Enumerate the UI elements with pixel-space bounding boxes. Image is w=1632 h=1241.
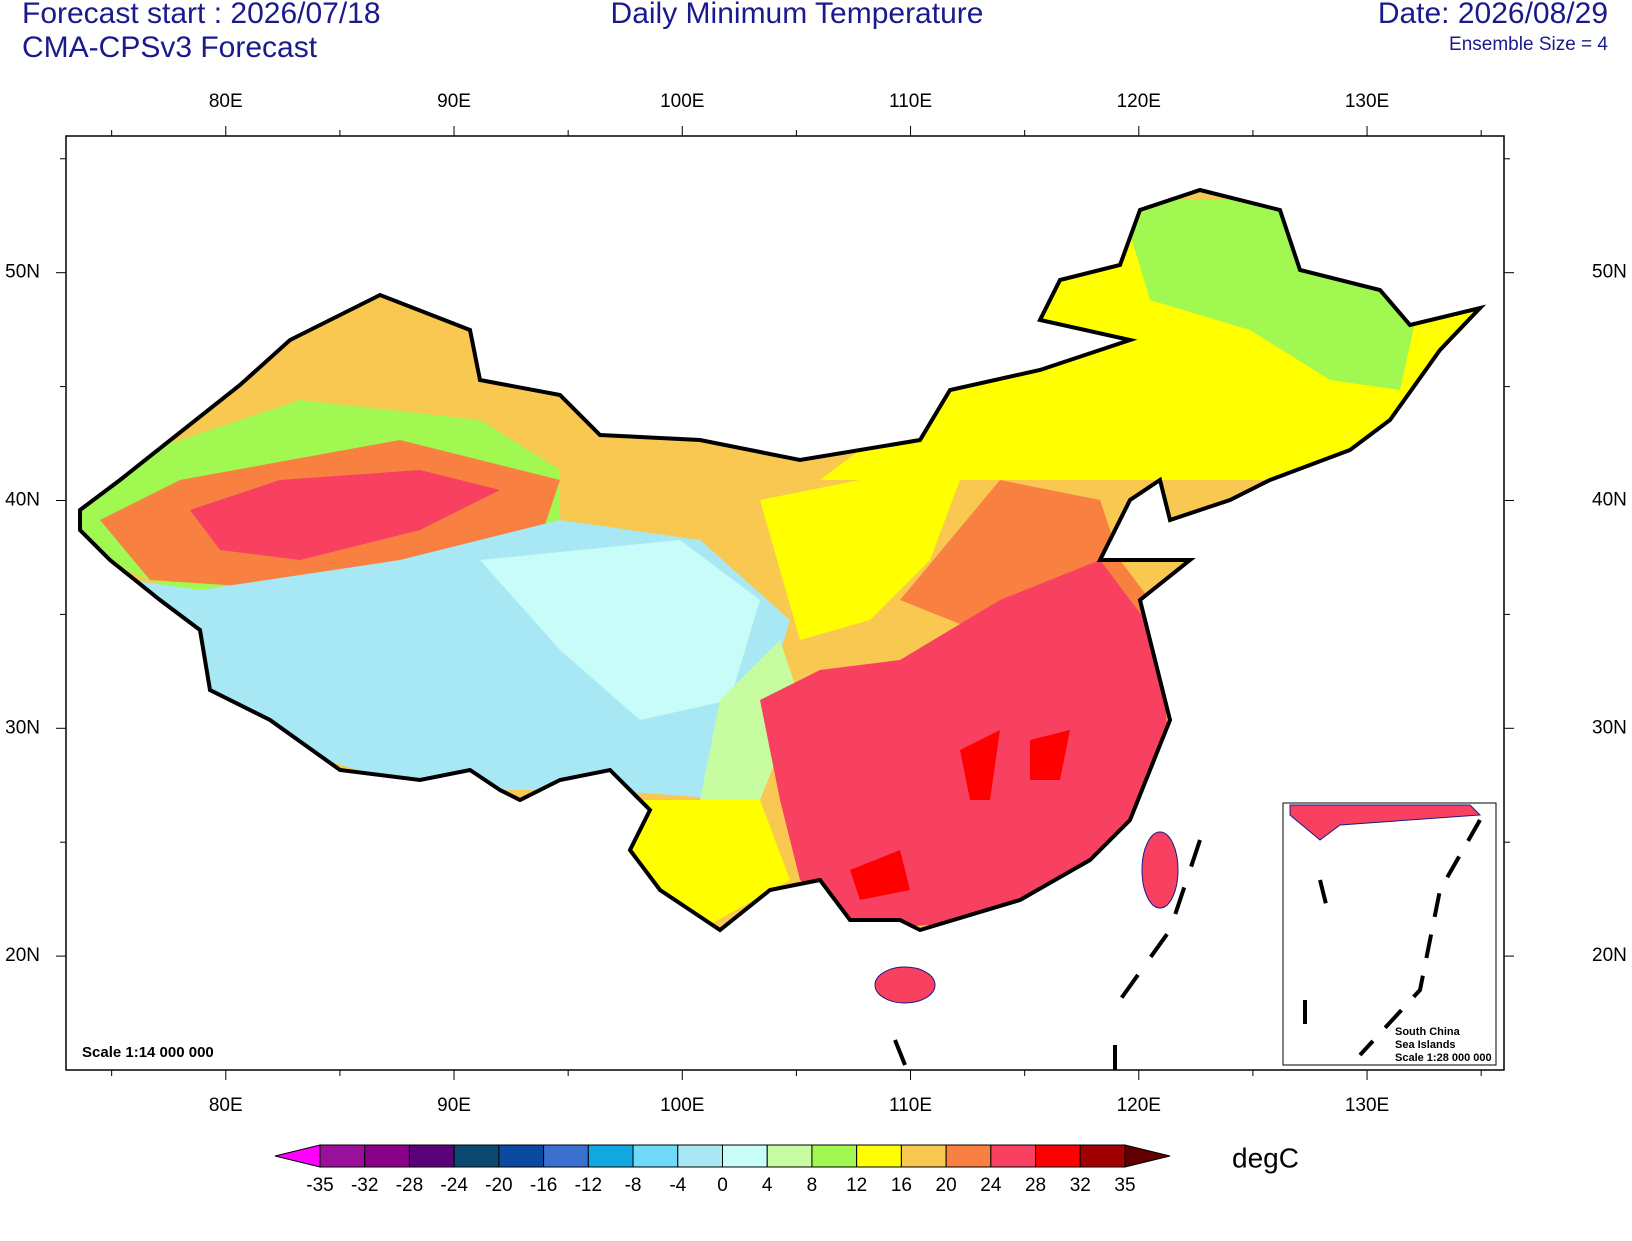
map-frame: [65, 135, 1505, 1071]
colorbar-box: [453, 1144, 500, 1168]
colorbar-label: 0: [717, 1175, 728, 1196]
inset-label: Scale 1:28 000 000: [1395, 1052, 1492, 1064]
colorbar-label: 35: [1114, 1175, 1135, 1196]
colorbar-label: 32: [1070, 1175, 1091, 1196]
lon-tick-label: 130E: [1345, 1095, 1389, 1116]
colorbar-box: [632, 1144, 679, 1168]
taiwan: [1141, 831, 1179, 909]
colorbar-label: 16: [891, 1175, 912, 1196]
lon-tick-label: 80E: [209, 1095, 243, 1116]
lat-tick-label: 20N: [1592, 945, 1627, 966]
map-title: Daily Minimum Temperature: [611, 0, 984, 30]
colorbar-label: -35: [306, 1175, 333, 1196]
colorbar-label: -4: [669, 1175, 686, 1196]
lon-tick-label: 110E: [889, 91, 932, 112]
colorbar-label: -16: [530, 1175, 557, 1196]
colorbar-label: 4: [762, 1175, 773, 1196]
lon-tick-label: 100E: [660, 91, 704, 112]
colorbar-label: 12: [846, 1175, 867, 1196]
colorbar-box: [945, 1144, 992, 1168]
lon-tick-label: 90E: [437, 1095, 471, 1116]
forecast-start: Forecast start : 2026/07/18: [22, 0, 381, 30]
colorbar-box: [1035, 1144, 1081, 1168]
lat-tick-label: 20N: [5, 945, 40, 966]
colorbar-label: -28: [396, 1175, 423, 1196]
inset-coast: [1289, 804, 1482, 841]
lon-tick-label: 130E: [1345, 91, 1389, 112]
colorbar-triangle: [1124, 1144, 1171, 1168]
colorbar-label: -8: [625, 1175, 642, 1196]
lon-tick-label: 120E: [1117, 1095, 1161, 1116]
lat-tick-label: 40N: [1592, 490, 1627, 511]
lon-tick-label: 100E: [660, 1095, 704, 1116]
valid-date: Date: 2026/08/29: [1378, 0, 1608, 30]
colorbar-box: [543, 1144, 589, 1168]
lat-tick-label: 30N: [1592, 717, 1627, 738]
scale-text: Scale 1:14 000 000: [82, 1044, 214, 1061]
inset-dash: [1303, 819, 1482, 1057]
colorbar-box: [990, 1144, 1037, 1168]
lon-tick-label: 80E: [209, 91, 243, 112]
inset: South China Sea Islands Scale 1:28 000 0…: [1282, 802, 1497, 1066]
colorbar-box: [900, 1144, 947, 1168]
lat-tick-label: 30N: [5, 717, 40, 738]
lat-tick-label: 50N: [5, 262, 40, 283]
ensemble-size: Ensemble Size = 4: [1449, 34, 1608, 55]
colorbar-unit: degC: [1232, 1142, 1299, 1173]
lon-tick-label: 90E: [437, 91, 471, 112]
inset-label: Sea Islands: [1395, 1039, 1456, 1051]
colorbar-box: [677, 1144, 723, 1168]
colorbar-box: [1079, 1144, 1126, 1168]
colorbar-label: 28: [1025, 1175, 1046, 1196]
colorbar-box: [856, 1144, 902, 1168]
lat-tick-label: 40N: [5, 490, 40, 511]
colorbar-label: -24: [440, 1175, 468, 1196]
lon-tick-label: 120E: [1117, 91, 1161, 112]
colorbar-box: [587, 1144, 634, 1168]
colorbar-label: -12: [575, 1175, 602, 1196]
lat-tick-label: 50N: [1592, 262, 1627, 283]
model-name: CMA-CPSv3 Forecast: [22, 31, 318, 64]
colorbar-label: 20: [936, 1175, 957, 1196]
colorbar-box: [408, 1144, 455, 1168]
colorbar-label: 8: [807, 1175, 818, 1196]
colorbar-box: [811, 1144, 858, 1168]
hainan: [874, 966, 936, 1004]
colorbar-box: [319, 1144, 366, 1168]
colorbar-box: [722, 1144, 768, 1168]
colorbar-triangle: [274, 1144, 321, 1168]
colorbar-box: [766, 1144, 813, 1168]
colorbar-box: [498, 1144, 545, 1168]
colorbar-label: -32: [351, 1175, 378, 1196]
lon-tick-label: 110E: [889, 1095, 932, 1116]
colorbar-label: -20: [485, 1175, 512, 1196]
colorbar-box: [364, 1144, 410, 1168]
nine-dash-line: [893, 839, 1202, 1070]
inset-label: South China: [1395, 1026, 1461, 1038]
colorbar-label: 24: [980, 1175, 1002, 1196]
